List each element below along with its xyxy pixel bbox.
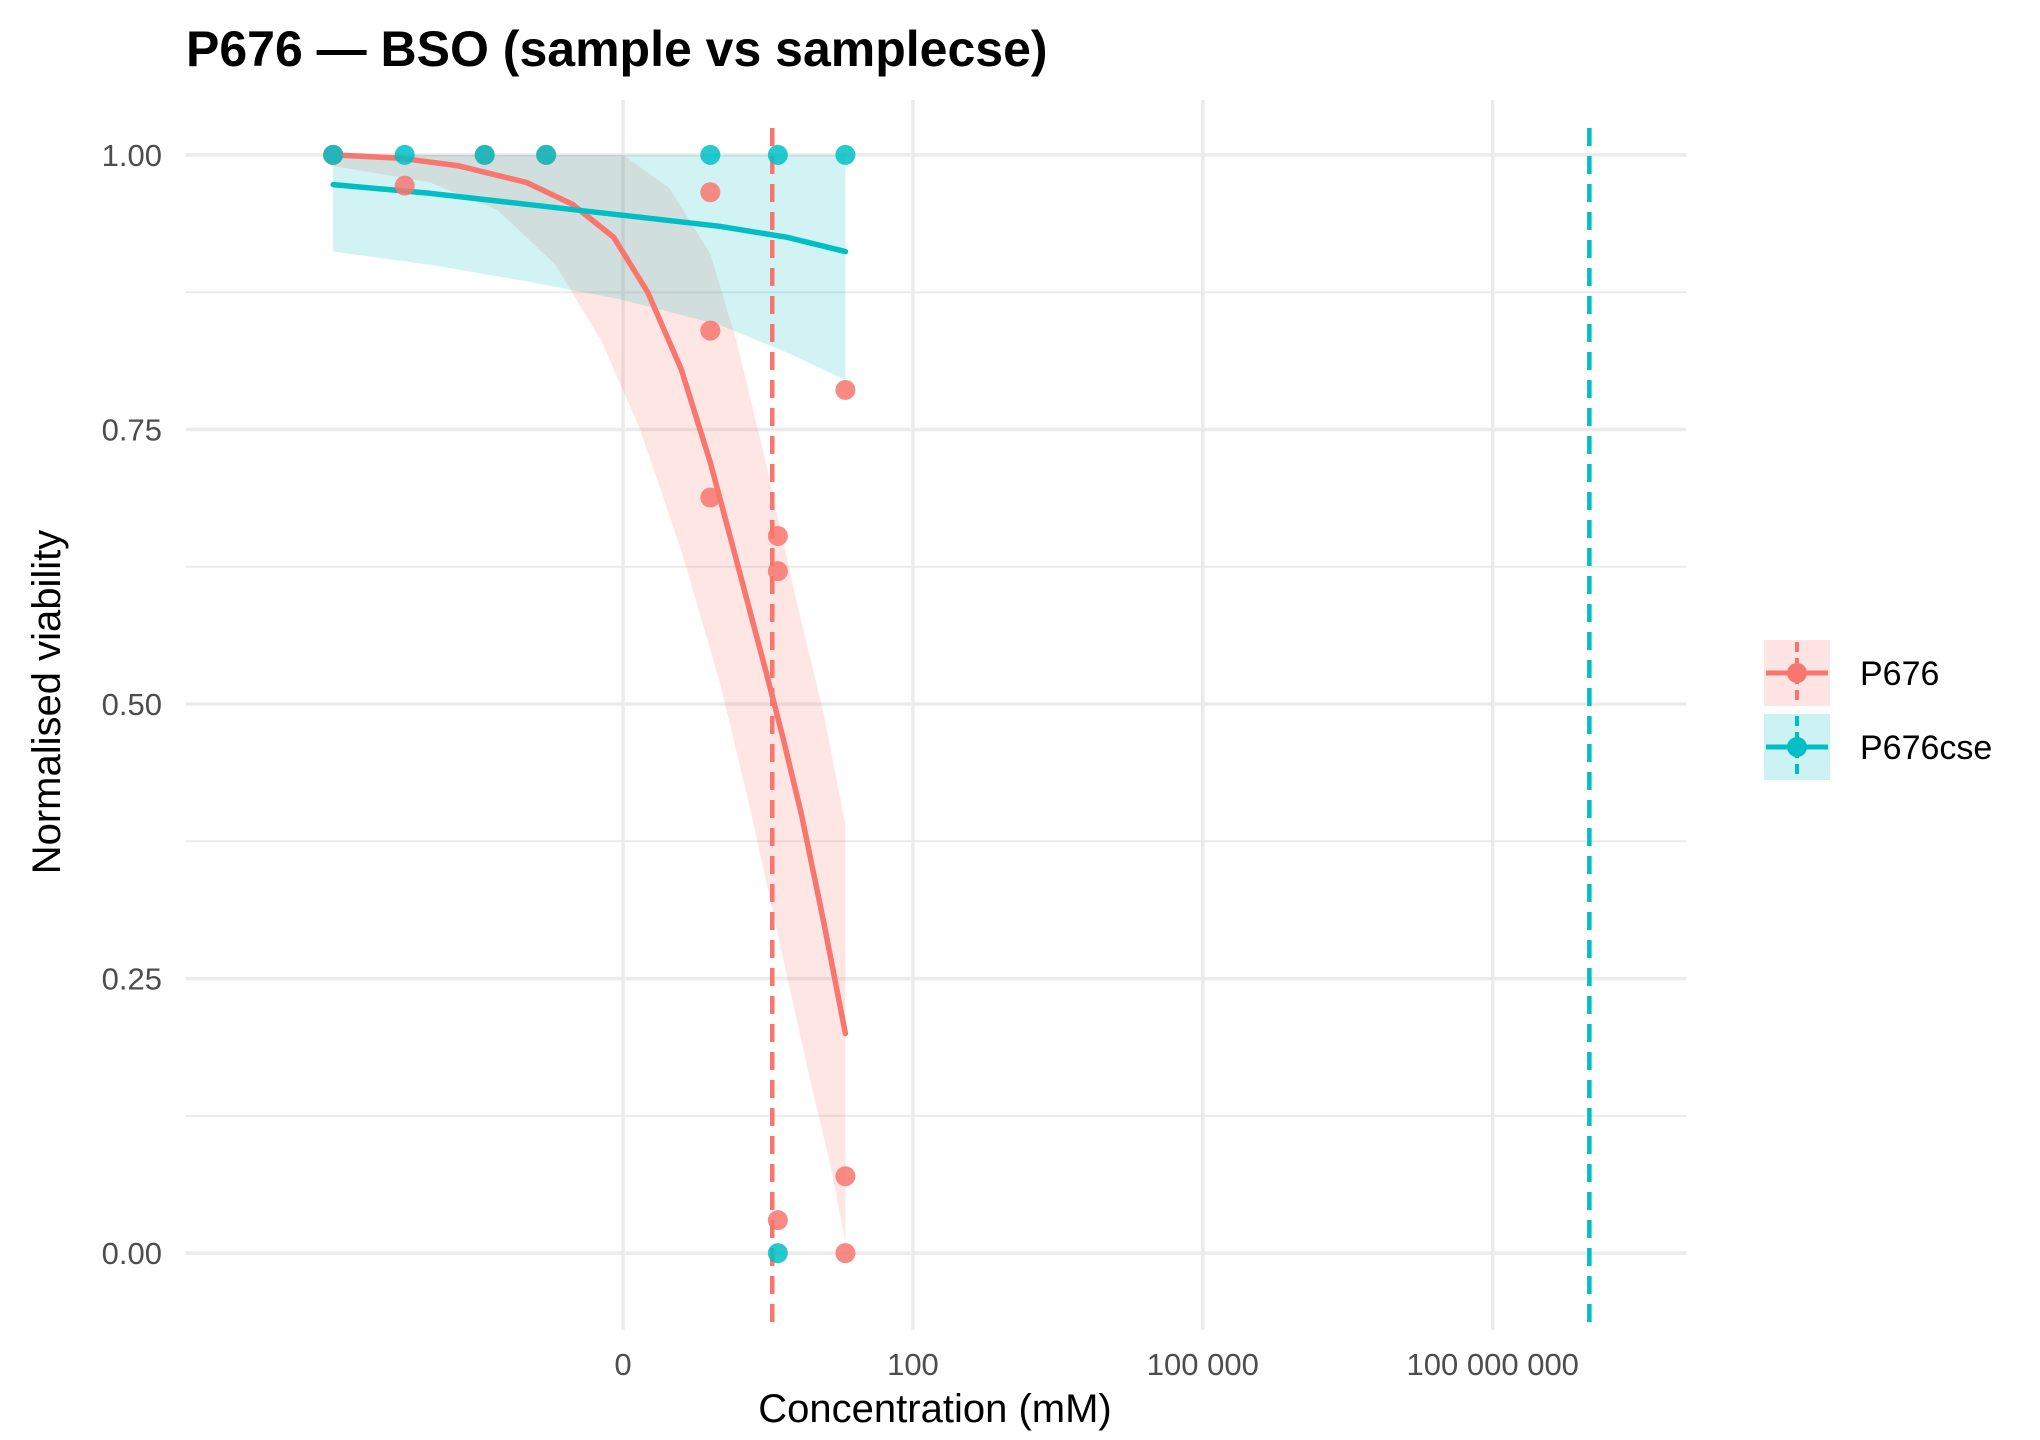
y-tick-label: 1.00 — [102, 138, 162, 173]
legend-label: P676 — [1860, 655, 1939, 693]
data-point-p676cse — [474, 144, 495, 165]
data-point-p676 — [767, 1210, 788, 1231]
fit-curve-p676 — [330, 152, 849, 1037]
y-tick-label: 0.75 — [102, 412, 162, 447]
y-axis-title: Normalised viability — [25, 530, 69, 875]
x-tick-label: 100 000 — [1147, 1347, 1259, 1382]
y-tick-labels: 0.00 0.25 0.50 0.75 1.00 — [102, 138, 162, 1271]
grid — [186, 100, 1686, 1330]
data-point-p676cse — [835, 144, 856, 165]
data-point-p676cse — [323, 144, 344, 165]
legend-label: P676cse — [1860, 729, 1992, 767]
data-point-p676 — [700, 487, 721, 508]
ic50-lines — [770, 128, 1592, 1330]
legend-key-point — [1787, 737, 1807, 757]
legend: P676 P676cse — [1764, 640, 1992, 780]
data-point-p676cse — [394, 144, 415, 165]
ribbon-p676 — [333, 154, 846, 1243]
fit-curve-p676cse — [330, 181, 849, 255]
x-tick-label: 100 000 000 — [1407, 1347, 1579, 1382]
x-tick-label: 100 — [887, 1347, 939, 1382]
data-point-p676 — [700, 320, 721, 341]
legend-key-point — [1787, 663, 1807, 683]
y-tick-label: 0.50 — [102, 687, 162, 722]
confidence-ribbons — [333, 154, 846, 1243]
data-point-p676 — [835, 379, 856, 400]
y-tick-label: 0.00 — [102, 1236, 162, 1271]
data-point-p676 — [835, 1243, 856, 1264]
data-points — [323, 144, 856, 1264]
data-point-p676 — [835, 1166, 856, 1187]
data-point-p676cse — [767, 1243, 788, 1264]
x-tick-label: 0 — [614, 1347, 631, 1382]
y-tick-label: 0.25 — [102, 962, 162, 997]
data-point-p676 — [767, 561, 788, 582]
data-point-p676cse — [767, 144, 788, 165]
data-point-p676cse — [536, 144, 557, 165]
fit-curves — [330, 152, 849, 1037]
chart-title: P676 — BSO (sample vs samplecse) — [186, 21, 1048, 77]
x-tick-labels: 0 100 100 000 100 000 000 — [614, 1347, 1579, 1382]
data-point-p676 — [700, 182, 721, 203]
data-point-p676cse — [700, 144, 721, 165]
data-point-p676 — [394, 175, 415, 196]
data-point-p676 — [767, 525, 788, 546]
x-axis-title: Concentration (mM) — [758, 1387, 1111, 1431]
